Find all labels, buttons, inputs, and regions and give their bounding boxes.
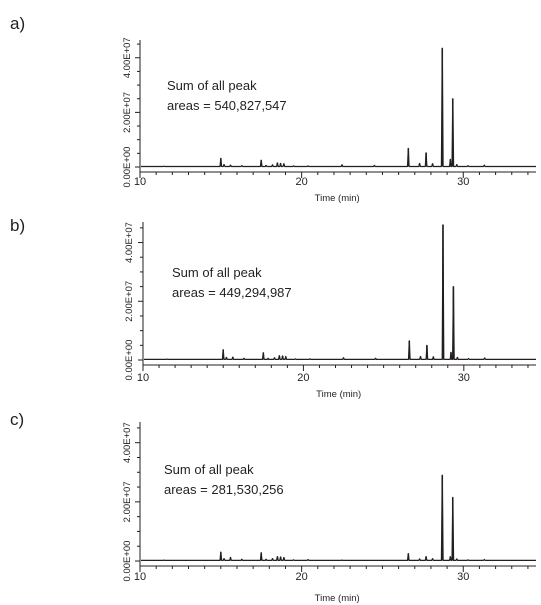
chromatogram-b: 0.00E+00 2.00E+07 4.00E+07 10 20 30 Time (min)…: [124, 222, 536, 400]
peak-area-annotation: areas = 540,827,547: [167, 98, 287, 113]
x-tick-label: 10: [134, 176, 146, 188]
x-tick-label: 20: [296, 571, 308, 583]
peak-area-annotation: Sum of all peak: [164, 462, 254, 477]
chromatogram-c: 0.00E+00 2.00E+07 4.00E+07 10 20 30 Time (min)…: [122, 422, 536, 604]
x-tick-label: 30: [457, 176, 469, 188]
peak-area-annotation: areas = 281,530,256: [164, 482, 284, 497]
peak-area-annotation: Sum of all peak: [172, 265, 262, 280]
chromatogram-trace: [141, 47, 536, 168]
x-axis-label: Time (min): [316, 389, 361, 400]
x-axis-label: Time (min): [315, 593, 360, 604]
y-tick-label: 2.00E+07: [124, 281, 135, 322]
y-tick-label: 4.00E+07: [122, 422, 133, 463]
y-tick-label: 4.00E+07: [124, 222, 135, 263]
x-tick-label: 20: [296, 176, 308, 188]
chromatogram-trace: [144, 224, 536, 360]
y-tick-label: 0.00E+00: [124, 340, 135, 381]
x-tick-label: 30: [457, 571, 469, 583]
x-tick-label: 10: [134, 571, 146, 583]
chromatogram-a: 0.00E+00 2.00E+07 4.00E+07 10 20 30 Time (min)…: [122, 37, 536, 204]
panel-a-label: a): [10, 14, 26, 33]
y-tick-label: 4.00E+07: [122, 37, 133, 78]
peak-area-annotation: Sum of all peak: [167, 78, 257, 93]
x-tick-label: 30: [458, 372, 470, 384]
chromatogram-trace: [141, 474, 536, 561]
y-tick-label: 0.00E+00: [122, 147, 133, 188]
panel-c-label: c): [10, 410, 25, 429]
panel-b-label: b): [10, 216, 26, 235]
x-tick-label: 10: [137, 372, 149, 384]
y-tick-label: 2.00E+07: [122, 92, 133, 133]
y-tick-label: 2.00E+07: [122, 481, 133, 522]
x-axis-label: Time (min): [315, 193, 360, 204]
y-tick-label: 0.00E+00: [122, 541, 133, 582]
x-tick-label: 20: [297, 372, 309, 384]
peak-area-annotation: areas = 449,294,987: [172, 285, 292, 300]
